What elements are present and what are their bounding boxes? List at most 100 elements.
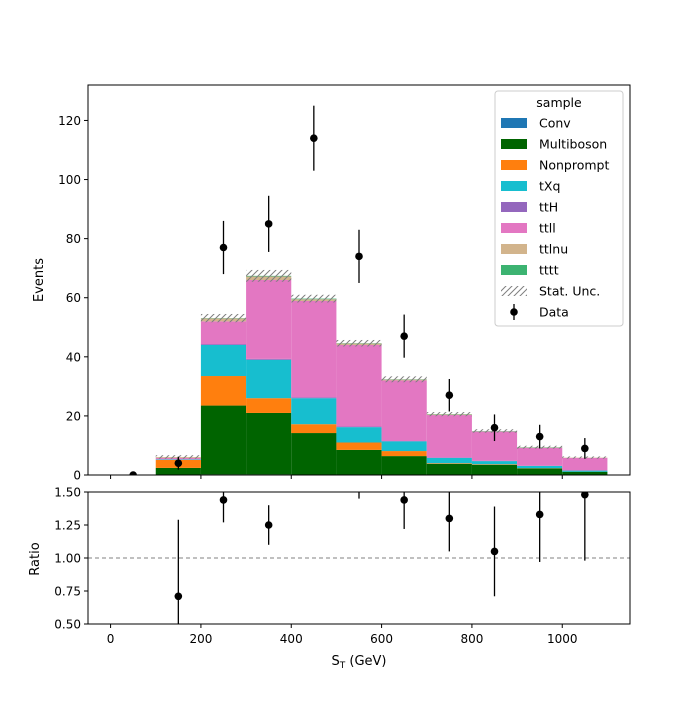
bar-ttll-9	[517, 448, 562, 466]
legend-label-ttll: ttll	[539, 221, 556, 236]
x-tick-label: 1000	[547, 632, 578, 646]
bar-txq-6	[382, 441, 427, 451]
bar-txq-5	[336, 427, 381, 442]
data-point-1	[175, 459, 183, 467]
legend-label-nonprompt: Nonprompt	[539, 158, 609, 173]
bar-nonprompt-5	[336, 443, 381, 450]
legend-swatch-stat-unc	[501, 286, 527, 296]
legend-label-conv: Conv	[539, 116, 571, 131]
ratio-point-6	[491, 548, 499, 556]
bar-txq-9	[517, 466, 562, 468]
bar-nonprompt-8	[472, 464, 517, 465]
legend-data-marker	[510, 308, 518, 316]
stat-unc-band-7	[427, 412, 472, 416]
ratio-point-4	[400, 496, 408, 504]
bar-txq-8	[472, 461, 517, 464]
x-tick-label: 0	[107, 632, 115, 646]
ratio-y-tick-label: 1.25	[54, 519, 81, 533]
y-tick-label: 80	[66, 232, 81, 246]
bar-txq-3	[246, 360, 291, 398]
bar-nonprompt-7	[427, 463, 472, 464]
bar-tth-2	[201, 344, 246, 345]
bar-tth-4	[291, 397, 336, 398]
x-tick-label: 200	[189, 632, 212, 646]
stat-unc-band-4	[291, 295, 336, 303]
bar-txq-10	[562, 471, 607, 472]
bar-nonprompt-3	[246, 398, 291, 413]
bar-ttll-6	[382, 380, 427, 441]
legend-label-multiboson: Multiboson	[539, 137, 607, 152]
data-point-5	[355, 253, 363, 261]
legend-label-data: Data	[539, 305, 569, 320]
bar-ttll-10	[562, 458, 607, 471]
bar-tth-5	[336, 427, 381, 428]
data-point-9	[536, 433, 544, 441]
y-tick-label: 20	[66, 409, 81, 423]
bar-multiboson-7	[427, 464, 472, 475]
ratio-point-2	[265, 521, 273, 529]
legend-label-txq: tXq	[539, 179, 560, 194]
data-point-4	[310, 134, 318, 142]
legend-title: sample	[536, 95, 582, 110]
y-axis-label: Events	[32, 258, 47, 302]
ratio-point-5	[446, 515, 454, 523]
bar-multiboson-2	[201, 406, 246, 475]
stat-unc-band-6	[382, 376, 427, 382]
data-point-3	[265, 220, 273, 228]
x-tick-label: 800	[460, 632, 483, 646]
ratio-point-7	[536, 511, 544, 519]
bar-multiboson-10	[562, 472, 607, 475]
bar-multiboson-4	[291, 433, 336, 475]
legend-swatch-ttlnu	[501, 244, 527, 254]
legend-swatch-tth	[501, 202, 527, 212]
data-point-10	[581, 445, 589, 453]
ratio-frame	[88, 492, 630, 624]
bar-multiboson-6	[382, 456, 427, 475]
data-point-6	[400, 332, 408, 340]
bar-txq-2	[201, 345, 246, 376]
bar-nonprompt-4	[291, 424, 336, 433]
bar-nonprompt-2	[201, 376, 246, 406]
legend-swatch-conv	[501, 118, 527, 128]
stat-unc-band-3	[246, 270, 291, 282]
y-tick-label: 60	[66, 291, 81, 305]
legend-label-stat-unc: Stat. Unc.	[539, 284, 600, 299]
bar-multiboson-8	[472, 465, 517, 475]
stat-unc-band-5	[336, 340, 381, 347]
legend-swatch-txq	[501, 181, 527, 191]
legend-swatch-tttt	[501, 265, 527, 275]
ratio-point-1	[220, 496, 228, 504]
bar-ttll-3	[246, 280, 291, 359]
x-tick-label: 600	[370, 632, 393, 646]
bar-tth-3	[246, 359, 291, 360]
bar-multiboson-9	[517, 469, 562, 475]
y-tick-label: 100	[58, 173, 81, 187]
ratio-y-tick-label: 1.50	[54, 486, 81, 500]
ratio-point-0	[175, 592, 183, 600]
x-axis-label-unit: (GeV)	[345, 654, 386, 669]
legend: sample Conv Multiboson Nonprompt tXq ttH ttll t…	[495, 91, 623, 326]
ratio-y-tick-label: 0.50	[54, 618, 81, 632]
legend-swatch-multiboson	[501, 139, 527, 149]
bar-ttll-5	[336, 345, 381, 427]
legend-label-ttlnu: ttlnu	[539, 242, 568, 257]
x-axis-label: ST (GeV)	[331, 654, 386, 671]
bar-multiboson-3	[246, 413, 291, 474]
bar-txq-7	[427, 458, 472, 463]
legend-label-tth: ttH	[539, 200, 558, 215]
bar-ttll-4	[291, 301, 336, 397]
legend-swatch-ttll	[501, 223, 527, 233]
x-axis-label-main: S	[331, 654, 339, 669]
y-tick-label: 120	[58, 114, 81, 128]
ratio-y-axis-label: Ratio	[28, 542, 43, 575]
y-tick-label: 40	[66, 350, 81, 364]
bar-multiboson-5	[336, 450, 381, 475]
stat-unc-band-2	[201, 314, 246, 322]
bar-ttll-7	[427, 415, 472, 458]
ratio-y-tick-label: 0.75	[54, 585, 81, 599]
ratio-point-3	[355, 475, 363, 483]
bar-nonprompt-6	[382, 451, 427, 456]
bar-ttll-2	[201, 321, 246, 344]
